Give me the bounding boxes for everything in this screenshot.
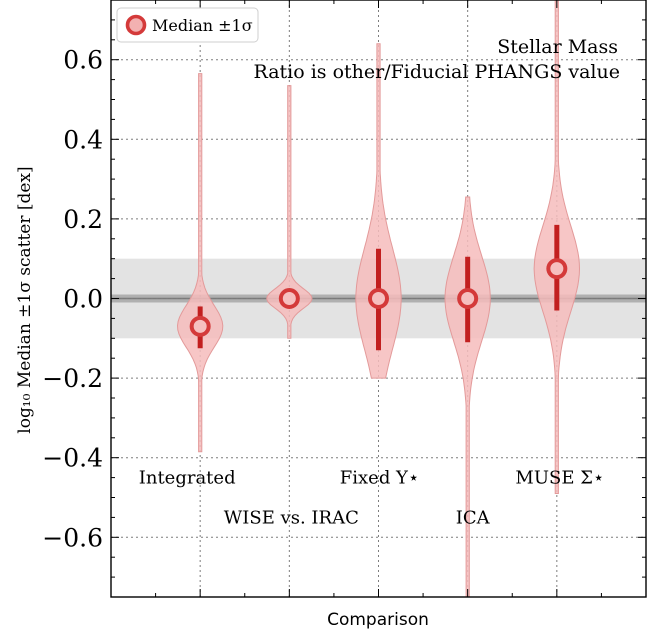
y-tick-label: 0.4 — [63, 125, 103, 154]
category-label: WISE vs. IRAC — [224, 507, 359, 528]
y-tick-label: 0.6 — [63, 46, 103, 75]
violin-shape — [355, 43, 402, 379]
x-axis-label: Comparison — [327, 610, 429, 630]
legend-box — [116, 7, 259, 43]
legend: Median ±1σ — [116, 7, 259, 43]
y-tick-label: 0.2 — [63, 205, 103, 234]
median-marker — [189, 315, 211, 337]
median-marker — [546, 258, 568, 280]
axis-ticks — [111, 0, 646, 597]
violin-shape — [444, 196, 491, 597]
legend-label: Median ±1σ — [152, 16, 253, 35]
medians-layer — [189, 258, 568, 337]
median-marker — [368, 288, 389, 309]
category-label: Fixed Υ⋆ — [340, 468, 419, 489]
category-label: MUSE Σ⋆ — [515, 468, 604, 489]
violin-shape — [176, 73, 224, 453]
y-tick-label: −0.4 — [42, 444, 103, 473]
category-label: ICA — [456, 507, 491, 528]
category-label: Integrated — [139, 468, 236, 489]
median-marker — [278, 288, 300, 309]
y-tick-label: 0.0 — [63, 285, 103, 314]
y-tick-label: −0.6 — [42, 523, 103, 552]
median-marker — [457, 288, 479, 309]
violin-shape — [266, 85, 313, 339]
y-tick-labels: −0.6 −0.4 −0.2 0.0 0.2 0.4 0.6 — [42, 46, 103, 553]
category-labels: Integrated WISE vs. IRAC Fixed Υ⋆ ICA MUSE Σ… — [139, 468, 604, 529]
y-tick-label: −0.2 — [42, 364, 103, 393]
legend-marker — [125, 14, 147, 36]
chart-subtitle: Ratio is other/Fiducial PHANGS value — [253, 61, 620, 83]
chart-title: Stellar Mass — [497, 36, 618, 58]
y-axis-label: log₁₀ Median ±1σ scatter [dex] — [15, 166, 35, 433]
